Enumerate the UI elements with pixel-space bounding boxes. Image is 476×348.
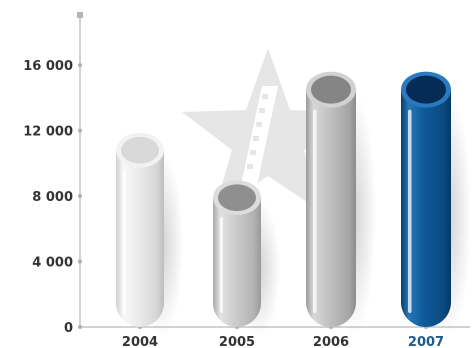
bar-body	[306, 89, 356, 327]
bar-top	[311, 75, 351, 104]
y-axis-cap	[77, 12, 83, 18]
x-tick-label: 2004	[122, 335, 158, 348]
y-tick-label: 4 000	[32, 256, 73, 271]
bar-2005	[213, 180, 281, 337]
bar-2007	[401, 71, 471, 337]
y-tick-mark	[78, 63, 82, 68]
y-tick-mark	[78, 194, 82, 199]
bar-top	[218, 184, 256, 212]
bar-2004	[116, 132, 184, 337]
y-tick-mark	[78, 259, 82, 264]
bar-highlight	[122, 169, 127, 313]
bar-top	[121, 136, 159, 164]
bars	[116, 71, 471, 337]
bar-body	[213, 197, 261, 327]
bar-body	[401, 89, 451, 327]
x-tick-label: 2007	[408, 335, 444, 348]
y-tick-label: 0	[64, 321, 73, 336]
x-tick-label: 2006	[313, 335, 349, 348]
bar-top	[406, 75, 446, 104]
y-tick-label: 12 000	[23, 125, 73, 140]
x-tick-label: 2005	[219, 335, 255, 348]
bar-highlight	[313, 109, 317, 313]
y-tick-label: 8 000	[32, 190, 73, 205]
bar-body	[116, 150, 164, 327]
bar-highlight	[408, 109, 412, 313]
star-watermark-icon	[182, 48, 354, 212]
axes	[77, 12, 470, 329]
bar-2006	[306, 71, 376, 337]
y-tick-mark	[78, 128, 82, 133]
y-tick-label: 16 000	[23, 59, 73, 74]
bar-highlight	[219, 217, 224, 313]
labels: 0 4 000 8 000 12 000 16 000 2004 2005 2006 2007	[23, 59, 444, 348]
y-tick-mark	[78, 325, 82, 329]
